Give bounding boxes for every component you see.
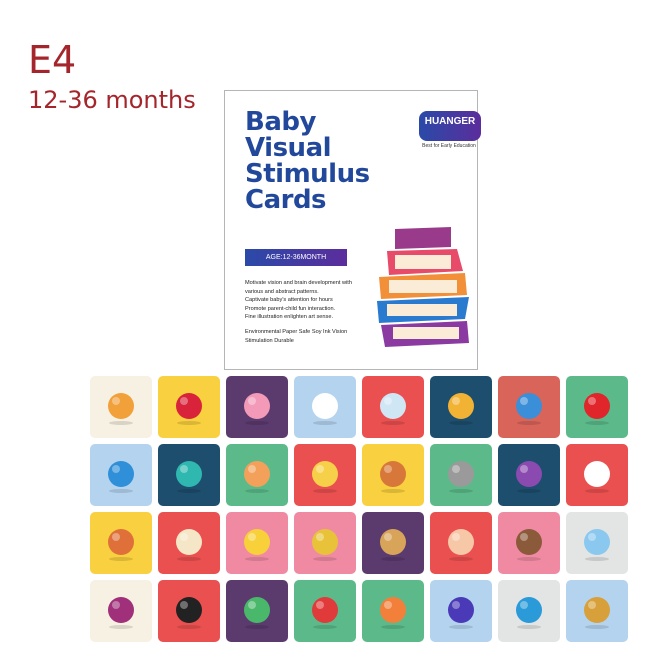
- card-table: [294, 376, 356, 438]
- rubiks-cube-icon: [516, 393, 542, 425]
- card-cake: [430, 512, 492, 574]
- feature: Motivate vision and brain development wi…: [245, 280, 352, 295]
- burger-icon: [244, 461, 270, 493]
- armchair-icon: [584, 597, 610, 629]
- card-burger: [226, 444, 288, 506]
- pencil-icon: [244, 529, 270, 561]
- feature: Captivate baby's attention for hours: [245, 297, 333, 304]
- hot-dog-icon: [380, 461, 406, 493]
- product-box: Baby Visual Stimulus Cards HUANGER Best …: [224, 90, 481, 370]
- lollipop-icon: [108, 393, 134, 425]
- card-pencil: [226, 512, 288, 574]
- card-blocks: [158, 444, 220, 506]
- table-icon: [312, 393, 338, 425]
- card-hot-air-balloon: [566, 512, 628, 574]
- card-potted-plant: [226, 580, 288, 642]
- age-badge: AGE:12-36MONTH: [245, 249, 347, 266]
- card-dice: [566, 444, 628, 506]
- product-description: Motivate vision and brain development wi…: [245, 279, 365, 345]
- card-banana: [294, 444, 356, 506]
- card-car: [430, 580, 492, 642]
- card-ice-cream: [158, 512, 220, 574]
- traffic-cone-icon: [380, 597, 406, 629]
- planet-icon: [448, 393, 474, 425]
- hat-icon: [176, 393, 202, 425]
- hot-air-balloon-icon: [584, 529, 610, 561]
- books-stack-icon: [377, 227, 469, 347]
- card-traffic-cone: [362, 580, 424, 642]
- card-camera: [158, 580, 220, 642]
- owl-icon: [448, 461, 474, 493]
- books-icon: [516, 461, 542, 493]
- feature: Fine illustration enlighten art sense.: [245, 314, 333, 321]
- blocks-icon: [176, 461, 202, 493]
- dumplings-icon: [380, 529, 406, 561]
- product-code: E4: [28, 38, 77, 82]
- card-books: [498, 444, 560, 506]
- potted-plant-icon: [244, 597, 270, 629]
- age-range: 12-36 months: [28, 86, 196, 114]
- abacus-icon: [516, 529, 542, 561]
- product-title: Baby Visual Stimulus Cards: [245, 109, 370, 213]
- card-owl: [430, 444, 492, 506]
- card-globe: [90, 444, 152, 506]
- card-pyramid: [498, 580, 560, 642]
- card-daruma-doll: [294, 580, 356, 642]
- card-planet: [430, 376, 492, 438]
- card-rubiks-cube: [498, 376, 560, 438]
- card-impossible-triangle: [226, 376, 288, 438]
- card-corn: [294, 512, 356, 574]
- ice-cream-icon: [176, 529, 202, 561]
- card-swirl-ball: [90, 580, 152, 642]
- corn-icon: [312, 529, 338, 561]
- card-baby-bottle: [362, 376, 424, 438]
- card-abacus: [498, 512, 560, 574]
- cake-icon: [448, 529, 474, 561]
- card-hot-dog: [362, 444, 424, 506]
- card-tomato: [90, 512, 152, 574]
- card-hat: [158, 376, 220, 438]
- card-bucket: [566, 376, 628, 438]
- tomato-icon: [108, 529, 134, 561]
- title-line: Stimulus: [245, 159, 370, 189]
- impossible-triangle-icon: [244, 393, 270, 425]
- pyramid-icon: [516, 597, 542, 629]
- globe-icon: [108, 461, 134, 493]
- card-armchair: [566, 580, 628, 642]
- baby-bottle-icon: [380, 393, 406, 425]
- brand-logo: HUANGER: [419, 111, 481, 141]
- dice-icon: [584, 461, 610, 493]
- card-lollipop: [90, 376, 152, 438]
- daruma-doll-icon: [312, 597, 338, 629]
- card-dumplings: [362, 512, 424, 574]
- title-line: Cards: [245, 185, 327, 215]
- swirl-ball-icon: [108, 597, 134, 629]
- title-line: Visual: [245, 133, 332, 163]
- title-line: Baby: [245, 107, 316, 137]
- feature: Promote parent-child fun interaction.: [245, 305, 336, 312]
- car-icon: [448, 597, 474, 629]
- camera-icon: [176, 597, 202, 629]
- bucket-icon: [584, 393, 610, 425]
- banana-icon: [312, 461, 338, 493]
- brand-tagline: Best for Early Education: [422, 143, 476, 149]
- materials: Environmental Paper Safe Soy Ink Vision …: [245, 328, 348, 344]
